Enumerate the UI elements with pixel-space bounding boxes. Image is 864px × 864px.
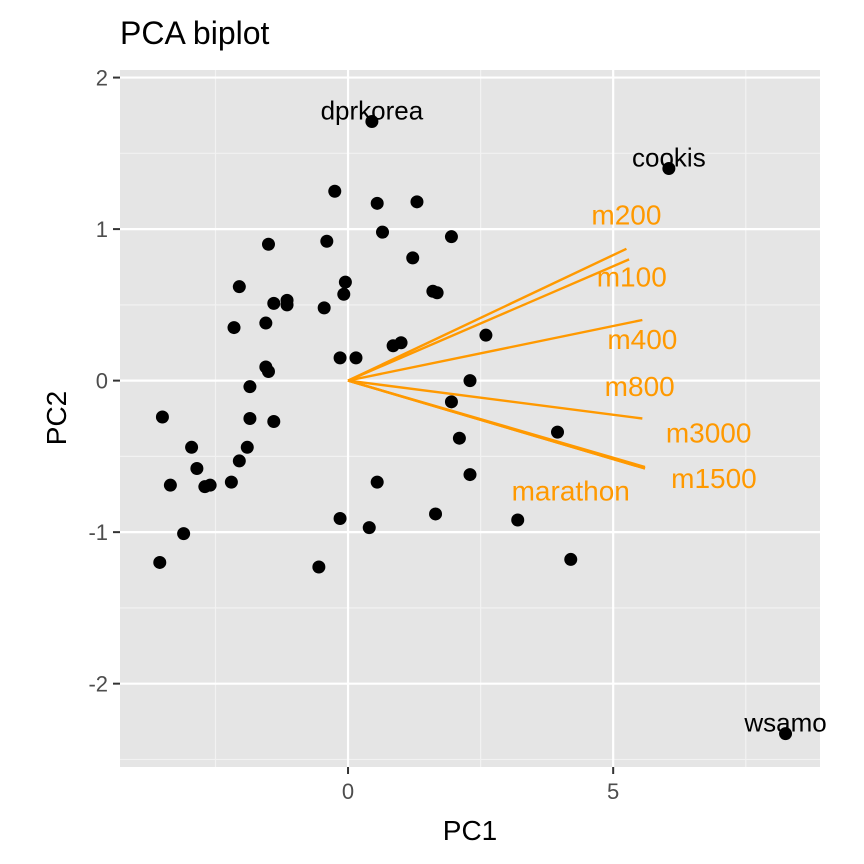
x-tick-label: 0 bbox=[342, 779, 354, 804]
loading-arrow-m200 bbox=[347, 247, 627, 382]
axis-ticks bbox=[113, 76, 615, 774]
loading-label-m3000: m3000 bbox=[666, 418, 752, 449]
data-point bbox=[243, 412, 257, 425]
data-point bbox=[328, 184, 342, 198]
loading-arrow-m800 bbox=[347, 379, 643, 420]
y-tick-label: 1 bbox=[96, 217, 108, 242]
data-point bbox=[410, 195, 424, 209]
y-tick-labels: -2 -1 0 1 2 bbox=[88, 66, 108, 697]
loading-label-m200: m200 bbox=[591, 200, 661, 231]
data-point bbox=[338, 275, 352, 289]
loading-arrow-m100 bbox=[347, 258, 630, 382]
data-point bbox=[320, 234, 334, 248]
data-point bbox=[479, 328, 493, 342]
loading-label-m400: m400 bbox=[607, 324, 677, 355]
data-point bbox=[444, 230, 458, 244]
data-point bbox=[463, 468, 477, 482]
data-point bbox=[430, 286, 444, 300]
data-point bbox=[444, 395, 458, 409]
data-point bbox=[370, 196, 384, 210]
y-tick-label: 2 bbox=[96, 66, 108, 91]
data-point bbox=[317, 301, 331, 315]
chart-title: PCA biplot bbox=[120, 15, 270, 51]
data-point bbox=[224, 475, 238, 489]
data-point bbox=[243, 380, 257, 394]
data-point bbox=[463, 374, 477, 388]
data-point bbox=[333, 512, 347, 526]
data-point bbox=[376, 225, 389, 239]
data-point bbox=[429, 507, 443, 521]
data-point bbox=[349, 351, 363, 365]
data-point bbox=[337, 287, 351, 301]
data-point bbox=[232, 454, 246, 468]
data-point bbox=[267, 415, 281, 429]
data-point bbox=[177, 527, 191, 541]
loading-label-marathon: marathon bbox=[512, 475, 630, 506]
data-points bbox=[153, 115, 793, 741]
data-point bbox=[362, 521, 376, 535]
loading-arrows bbox=[347, 247, 646, 470]
loading-label-m100: m100 bbox=[597, 262, 667, 293]
y-tick-label: 0 bbox=[96, 369, 108, 394]
point-label-wsamo: wsamo bbox=[743, 708, 826, 738]
data-point bbox=[261, 237, 275, 251]
loading-label-m1500: m1500 bbox=[671, 463, 757, 494]
y-tick-label: -1 bbox=[88, 520, 108, 545]
y-tick-label: -2 bbox=[88, 672, 108, 697]
data-point bbox=[280, 298, 294, 312]
loading-labels: m200 m100 m400 m800 m3000 m1500 marathon bbox=[512, 200, 757, 507]
data-point bbox=[394, 336, 408, 350]
loading-label-m800: m800 bbox=[605, 371, 675, 402]
data-point bbox=[232, 280, 246, 294]
data-point bbox=[365, 115, 379, 129]
x-tick-label: 5 bbox=[607, 779, 619, 804]
data-point bbox=[261, 365, 275, 379]
data-point bbox=[551, 425, 564, 439]
data-point bbox=[163, 478, 177, 492]
data-point bbox=[779, 727, 793, 741]
y-axis-title: PC2 bbox=[41, 391, 72, 445]
data-point bbox=[190, 462, 204, 476]
major-gridlines bbox=[120, 70, 820, 767]
data-point bbox=[564, 552, 578, 566]
plot-panel bbox=[120, 70, 820, 767]
data-point bbox=[185, 440, 199, 454]
data-point bbox=[312, 560, 326, 574]
data-point bbox=[370, 475, 384, 489]
data-point bbox=[511, 513, 525, 527]
point-label-cookis: cookis bbox=[632, 142, 706, 172]
data-point bbox=[153, 555, 167, 569]
data-point bbox=[240, 440, 254, 454]
data-point bbox=[259, 316, 273, 330]
data-point bbox=[267, 296, 281, 310]
loading-arrow-marathon bbox=[347, 379, 646, 470]
point-labels: dprkorea cookis wsamo bbox=[321, 96, 827, 738]
data-point bbox=[452, 431, 466, 445]
data-point bbox=[203, 478, 217, 492]
data-point bbox=[227, 321, 241, 335]
data-point bbox=[662, 161, 676, 175]
data-point bbox=[155, 410, 169, 424]
x-axis-title: PC1 bbox=[443, 815, 497, 846]
point-label-dprkorea: dprkorea bbox=[321, 96, 424, 126]
data-point bbox=[406, 251, 420, 265]
data-point bbox=[333, 351, 347, 365]
loading-arrow-m400 bbox=[347, 318, 643, 382]
